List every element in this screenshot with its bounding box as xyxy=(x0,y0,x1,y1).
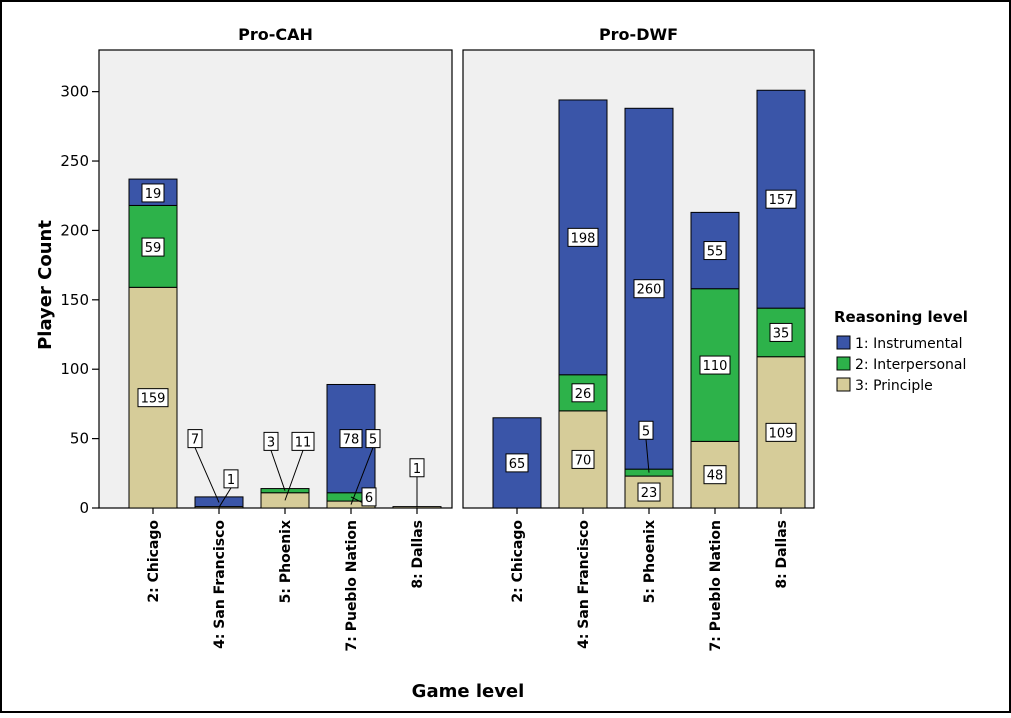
data-label: 23 xyxy=(641,486,658,501)
panel-title: Pro-CAH xyxy=(238,25,313,44)
y-tick-label: 150 xyxy=(60,291,89,309)
data-label: 70 xyxy=(575,453,592,468)
data-label-box xyxy=(291,431,315,451)
x-category-label: 5: Phoenix xyxy=(642,520,658,603)
data-label: 5 xyxy=(369,433,377,448)
data-label-box xyxy=(137,388,169,408)
data-label-box xyxy=(703,241,727,261)
data-label: 65 xyxy=(509,457,526,472)
y-tick-label: 250 xyxy=(60,152,89,170)
data-label-box xyxy=(141,237,165,257)
data-label: 55 xyxy=(707,245,724,260)
data-label-box xyxy=(765,189,797,209)
x-category-label: 2: Chicago xyxy=(510,520,526,603)
label-leader-line xyxy=(350,447,374,505)
legend-entry-label: 2: Interpersonal xyxy=(855,357,966,373)
data-label: 7 xyxy=(191,433,199,448)
data-label-box xyxy=(365,429,381,449)
data-label: 48 xyxy=(707,469,724,484)
y-axis-title: Player Count xyxy=(35,220,56,350)
x-category-label: 7: Pueblo Nation xyxy=(708,520,724,652)
data-label-box xyxy=(263,431,279,451)
x-category-label: 5: Phoenix xyxy=(278,520,294,603)
data-label: 1 xyxy=(227,473,235,488)
data-label-box xyxy=(141,183,165,203)
panels-layer: Pro-CAH 0 50 100 150 200 250 300 2: Chicago 4: Sa… xyxy=(60,25,815,652)
data-label: 109 xyxy=(769,426,794,441)
legend-title: Reasoning level xyxy=(834,308,968,326)
data-label: 159 xyxy=(141,392,166,407)
y-tick-label: 300 xyxy=(60,83,89,101)
data-label-box xyxy=(187,429,203,449)
data-label-box xyxy=(339,429,363,449)
legend-swatch xyxy=(836,377,851,392)
y-tick-label: 50 xyxy=(70,430,89,448)
panel-1: Pro-CAH 0 50 100 150 200 250 300 2: Chicago 4: Sa… xyxy=(60,25,453,652)
x-category-label: 4: San Francisco xyxy=(576,520,592,649)
data-label-box xyxy=(567,227,599,247)
legend-entry-label: 1: Instrumental xyxy=(855,336,963,352)
data-label: 157 xyxy=(769,193,794,208)
legend-entry-label: 3: Principle xyxy=(855,378,933,394)
data-label: 26 xyxy=(575,387,592,402)
y-tick-label: 200 xyxy=(60,221,89,239)
data-label-box xyxy=(637,482,661,502)
data-label-box xyxy=(223,469,239,489)
panel-2: Pro-DWF 2: Chicago 4: San Francisco 5: Phoe… xyxy=(462,25,815,652)
label-leader-line xyxy=(194,447,220,503)
bar-segment xyxy=(756,307,806,358)
data-label: 3 xyxy=(267,435,275,450)
data-label-box xyxy=(409,458,425,478)
y-tick-label: 0 xyxy=(79,499,89,517)
data-label: 59 xyxy=(145,241,162,256)
legend-swatch xyxy=(836,335,851,350)
data-label-box xyxy=(769,322,793,342)
data-label: 260 xyxy=(637,283,662,298)
x-category-label: 7: Pueblo Nation xyxy=(344,520,360,652)
x-category-label: 8: Dallas xyxy=(410,520,426,589)
data-label-box xyxy=(765,422,797,442)
data-label-box xyxy=(505,453,529,473)
data-label-box xyxy=(633,279,665,299)
x-category-label: 2: Chicago xyxy=(146,520,162,603)
data-label-box xyxy=(361,487,377,507)
data-label: 78 xyxy=(343,433,360,448)
data-label-box xyxy=(638,420,654,440)
legend-swatch xyxy=(836,356,851,371)
data-label-box xyxy=(571,449,595,469)
data-label: 5 xyxy=(642,424,650,439)
data-label-box xyxy=(571,383,595,403)
data-label: 11 xyxy=(295,435,312,450)
x-axis-title: Game level xyxy=(412,681,525,702)
data-label-box xyxy=(699,355,731,375)
data-label: 6 xyxy=(365,491,373,506)
label-leader-line xyxy=(284,450,304,501)
data-label: 1 xyxy=(413,462,421,477)
data-label: 19 xyxy=(145,187,162,202)
panel-title: Pro-DWF xyxy=(599,25,678,44)
label-leader-line xyxy=(218,487,232,508)
legend: Reasoning level 1: Instrumental 2: Interpe… xyxy=(834,308,968,394)
x-category-label: 8: Dallas xyxy=(774,520,790,589)
y-tick-label: 100 xyxy=(60,360,89,378)
data-label: 110 xyxy=(703,359,728,374)
x-category-label: 4: San Francisco xyxy=(212,520,228,649)
label-leader-line xyxy=(645,439,650,473)
data-label-box xyxy=(703,465,727,485)
label-leader-line xyxy=(270,450,286,491)
data-label: 198 xyxy=(571,231,596,246)
data-label: 35 xyxy=(773,326,790,341)
